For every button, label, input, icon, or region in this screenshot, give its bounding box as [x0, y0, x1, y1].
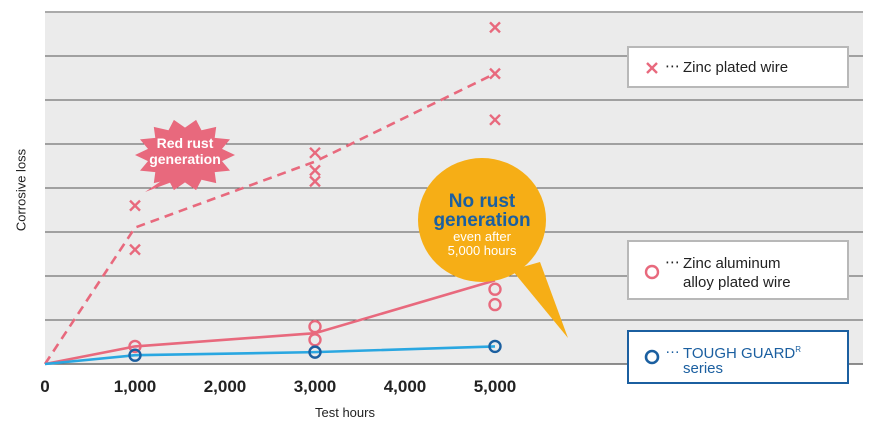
x-marker — [309, 175, 321, 188]
legend-za-label-line1: Zinc aluminum — [683, 255, 781, 272]
x-marker-stroke — [489, 113, 501, 126]
x-marker — [129, 243, 141, 256]
circle-marker-icon — [644, 349, 660, 365]
x-marker-stroke — [309, 164, 321, 177]
no-rust-callout-pointer — [512, 262, 568, 338]
x-marker — [129, 199, 141, 212]
red-rust-burst-shape — [135, 119, 235, 191]
legend-zinc-aluminum: ⋯ Zinc aluminum alloy plated wire — [627, 240, 849, 300]
x-tick-labels: 0 1,000 2,000 3,000 4,000 5,000 — [40, 377, 516, 396]
x-marker-stroke — [309, 146, 321, 159]
x-marker-stroke — [129, 243, 141, 256]
circle-marker — [308, 319, 322, 334]
red-rust-burst: Red rust generation — [135, 119, 235, 192]
legend-zinc-label: Zinc plated wire — [683, 59, 789, 76]
grid-lines — [45, 11, 863, 365]
legend-tg-label-line2: series — [683, 360, 724, 377]
circle-marker — [308, 333, 322, 347]
x-marker-stroke — [309, 175, 321, 188]
x-tick-label: 2,000 — [204, 377, 247, 396]
legend-tg-dots: … — [665, 340, 680, 357]
series-markers — [128, 21, 502, 362]
no-rust-callout: No rust generation even after 5,000 hour… — [418, 158, 568, 338]
series-line — [44, 279, 496, 366]
legend-tg-name: TOUGH GUARD — [683, 345, 796, 362]
no-rust-label-line4: 5,000 hours — [448, 243, 517, 258]
x-marker-stroke — [489, 67, 501, 80]
no-rust-label-line1: No rust — [449, 191, 516, 212]
legend-za-dots: ⋯ — [665, 254, 680, 271]
circle-marker — [488, 282, 502, 296]
x-tick-label: 1,000 — [114, 377, 157, 396]
series-lines — [43, 72, 496, 366]
legend-tg-label-line1: TOUGH GUARDR — [683, 340, 801, 363]
x-axis-label: Test hours — [315, 405, 375, 420]
x-marker — [489, 67, 501, 80]
x-marker-icon — [646, 62, 658, 74]
legend-tough-guard: … TOUGH GUARDR series — [627, 330, 849, 384]
x-marker-stroke — [489, 21, 501, 34]
red-rust-label-line1: Red rust — [157, 135, 214, 151]
x-tick-label: 5,000 — [474, 377, 517, 396]
circle-marker — [128, 348, 142, 362]
series-line — [44, 345, 496, 366]
x-marker — [489, 21, 501, 34]
x-tick-label: 4,000 — [384, 377, 427, 396]
circle-marker-icon — [644, 264, 660, 280]
circle-marker — [308, 345, 322, 359]
x-tick-label: 0 — [40, 377, 49, 396]
no-rust-callout-bubble — [418, 158, 546, 282]
x-marker-stroke — [129, 199, 141, 212]
legend-zinc-plated-wire: ⋯ Zinc plated wire — [627, 46, 849, 88]
no-rust-label-line3: even after — [453, 229, 511, 244]
x-marker — [309, 146, 321, 159]
no-rust-label-line2: generation — [433, 210, 530, 231]
circle-marker — [488, 297, 502, 312]
legend-zinc-dots: ⋯ — [665, 58, 680, 75]
x-tick-label: 3,000 — [294, 377, 337, 396]
y-axis-label: Corrosive loss — [13, 148, 29, 232]
series-line — [43, 72, 496, 365]
x-marker — [489, 113, 501, 126]
circle-marker — [128, 339, 142, 354]
registered-mark: R — [795, 345, 802, 354]
legend-za-label-line2: alloy plated wire — [683, 274, 791, 291]
red-rust-label-line2: generation — [149, 151, 221, 167]
circle-marker — [488, 339, 502, 354]
y-axis-label-wrap: Corrosive loss — [6, 120, 36, 260]
x-marker — [309, 164, 321, 177]
